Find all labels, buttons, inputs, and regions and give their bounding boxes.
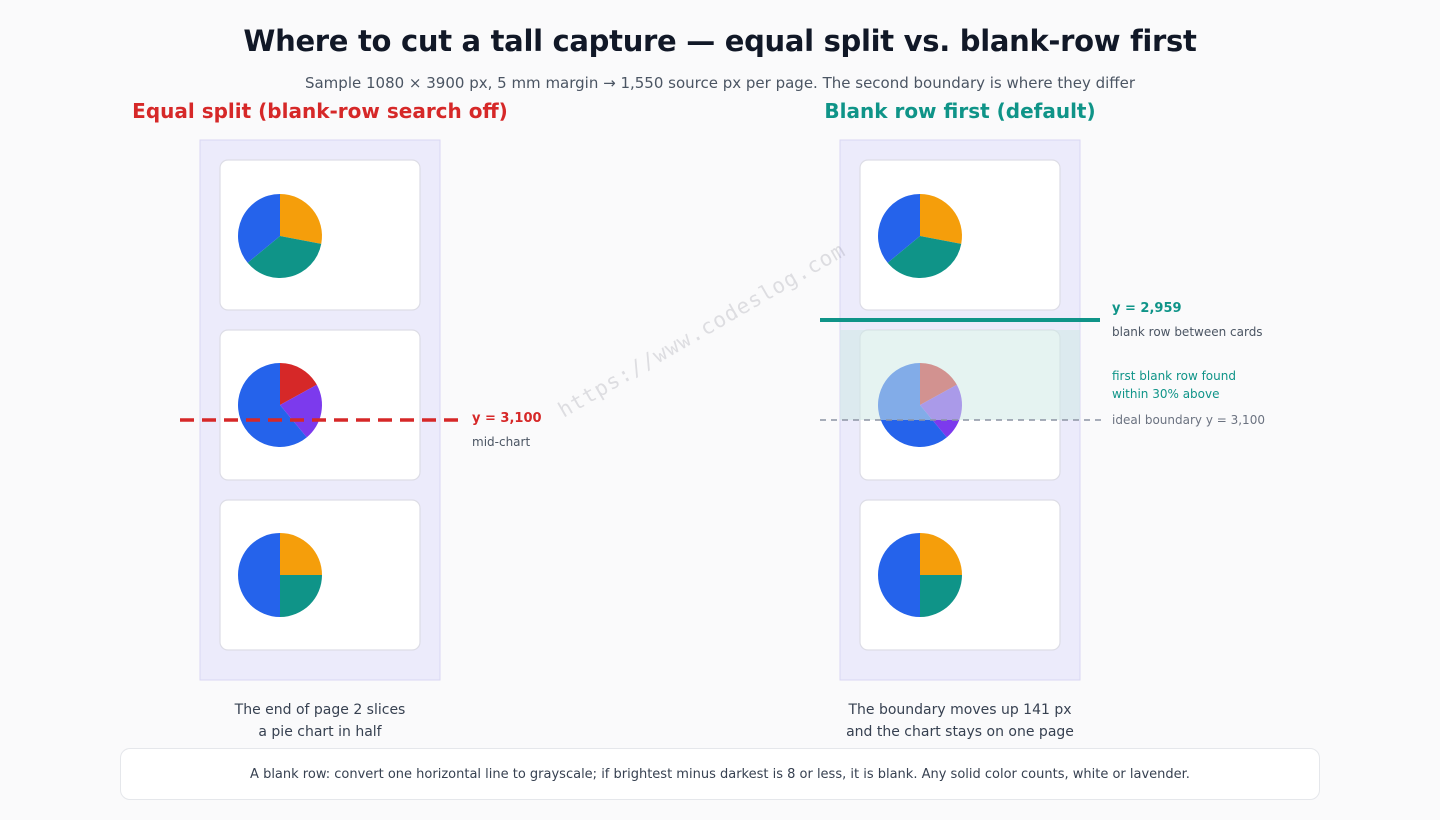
left-caption: The end of page 2 slices a pie chart in … <box>160 699 480 743</box>
pie-slice-purple <box>280 384 322 438</box>
left-pie-chart-3 <box>238 533 322 617</box>
left-cut-sublabel: mid-chart <box>472 435 531 449</box>
right-cut-label: y = 2,959 <box>1112 301 1182 316</box>
pie-slice-orange <box>280 194 322 244</box>
footer-note: A blank row: convert one horizontal line… <box>120 748 1320 800</box>
footer-text: A blank row: convert one horizontal line… <box>250 766 1190 782</box>
right-pie-chart-1 <box>877 194 962 278</box>
left-caption-line-1: The end of page 2 slices <box>234 702 406 718</box>
pie-slice-blue <box>238 533 280 617</box>
pie-slice-teal <box>887 236 962 278</box>
search-window-highlight <box>840 330 1080 420</box>
right-caption-line-1: The boundary moves up 141 px <box>848 702 1072 718</box>
pie-slice-blue <box>238 194 280 263</box>
pie-slice-blue <box>877 194 920 263</box>
left-panel-title: Equal split (blank-row search off) <box>132 99 508 123</box>
left-caption-line-2: a pie chart in half <box>258 724 382 740</box>
page-title: Where to cut a tall capture — equal spli… <box>243 24 1197 58</box>
left-pie-chart-1 <box>238 194 322 279</box>
pie-slice-red <box>280 363 317 405</box>
left-cut-label: y = 3,100 <box>472 411 542 426</box>
right-cut-sublabel: blank row between cards <box>1112 325 1263 339</box>
left-pie-chart-2 <box>237 363 322 447</box>
pie-slice-orange <box>280 533 322 575</box>
page-subtitle: Sample 1080 × 3900 px, 5 mm margin → 1,5… <box>304 74 1136 92</box>
right-panel-title: Blank row first (default) <box>824 99 1096 123</box>
pie-slice-blue <box>237 363 307 447</box>
pie-slice-orange <box>920 533 962 575</box>
pie-slice-teal <box>247 236 322 279</box>
right-caption-line-2: and the chart stays on one page <box>846 724 1074 740</box>
left-capture-strip <box>180 139 458 681</box>
right-capture-strip <box>820 139 1102 681</box>
pie-slice-teal <box>280 575 322 617</box>
pie-slice-orange <box>920 194 962 244</box>
right-pie-chart-3 <box>878 533 962 617</box>
search-note-line-1: first blank row found <box>1112 369 1236 383</box>
search-note-line-2: within 30% above <box>1112 387 1220 401</box>
ideal-boundary-label: ideal boundary y = 3,100 <box>1112 413 1265 427</box>
pie-slice-blue <box>878 533 920 617</box>
right-caption: The boundary moves up 141 px and the cha… <box>800 699 1120 743</box>
pie-slice-teal <box>920 575 962 617</box>
